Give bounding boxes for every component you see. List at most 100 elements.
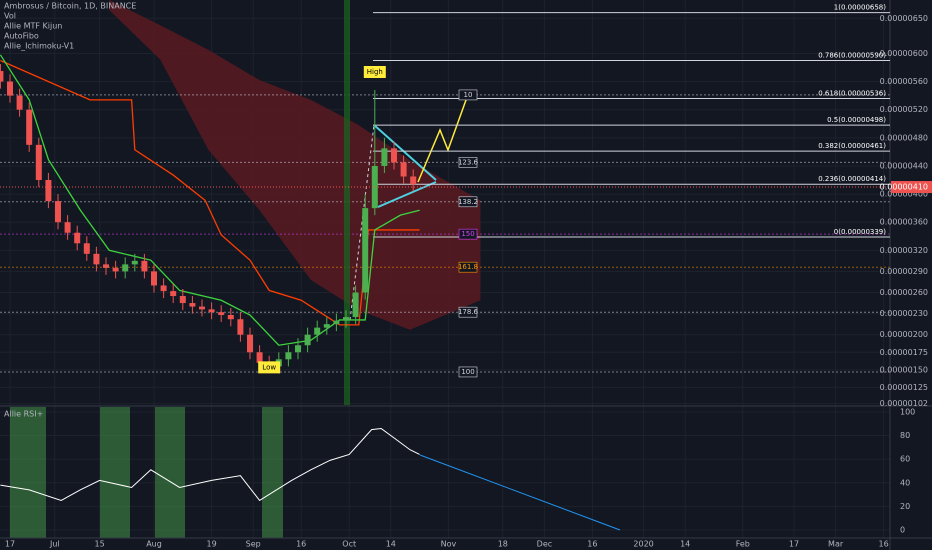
candle-body	[55, 201, 61, 223]
x-tick-label: Mar	[828, 540, 844, 549]
trend-line	[377, 181, 437, 208]
rsi-line	[0, 427, 420, 502]
last-price-label: 0.00000410	[880, 183, 928, 192]
x-tick-label: 15	[95, 540, 105, 549]
candle-body	[323, 324, 330, 328]
candle-body	[343, 317, 349, 321]
highlight-bar	[344, 0, 350, 405]
indicator-line	[0, 54, 420, 346]
rsi-title: Allie RSI+	[4, 410, 43, 419]
candle-body	[122, 264, 129, 272]
candle-body	[237, 319, 244, 335]
candle-body	[381, 148, 388, 166]
y-tick-label: 0.00000320	[880, 246, 928, 255]
extension-box	[458, 196, 478, 208]
ichimoku-cloud	[109, 0, 481, 330]
candle-body	[295, 345, 301, 353]
y-tick-label: 0.00000520	[880, 105, 928, 114]
drawings	[349, 99, 621, 531]
x-tick-label: 17	[789, 540, 799, 549]
candle-body	[189, 303, 196, 307]
fib-label: 0.618(0.00000536)	[818, 89, 886, 97]
candle-body	[26, 109, 33, 145]
y-tick-label: 0.00000290	[880, 267, 928, 276]
candle-body	[256, 352, 263, 363]
x-tick-label: Dec	[537, 540, 552, 549]
candle-body	[371, 165, 378, 209]
rsi-highlights	[10, 407, 283, 538]
last-price-tag	[891, 181, 932, 194]
candle-body	[333, 320, 340, 325]
extension-label: 138.2	[458, 198, 478, 206]
y-tick-label: 0.00000200	[880, 330, 928, 339]
candle-body	[304, 334, 311, 346]
candle-body	[160, 285, 167, 292]
x-tick-label: 16	[879, 540, 889, 549]
extension-label: 123.6	[458, 158, 479, 166]
y-tick-label: 0.00000360	[880, 218, 928, 227]
candle-body	[227, 315, 234, 320]
y-tick-label: 40	[900, 478, 910, 487]
indicator-name: Vol	[4, 12, 16, 21]
y-tick-label: 0.00000400	[880, 190, 928, 199]
y-tick-label: 0	[900, 525, 905, 534]
rsi-band	[10, 407, 46, 538]
rsi-trend	[419, 454, 621, 531]
marker-box	[363, 66, 386, 78]
y-tick-label: 60	[900, 455, 910, 464]
y-tick-label: 0.00000102	[880, 399, 928, 408]
marker-box	[258, 361, 281, 374]
x-tick-label: Sep	[246, 540, 261, 549]
fib-label: 0.382(0.00000461)	[818, 142, 886, 150]
extension-label: 161.8	[458, 263, 478, 271]
candle-body	[16, 95, 23, 110]
candle-body	[35, 144, 42, 180]
x-tick-label: Feb	[736, 540, 750, 549]
extension-box	[458, 261, 478, 273]
x-tick-label: 18	[498, 540, 508, 549]
x-tick-label: Oct	[342, 540, 356, 549]
fib-label: 0.236(0.00000414)	[818, 175, 886, 183]
candle-body	[7, 81, 13, 96]
candle-body	[314, 327, 321, 335]
y-tick-label: 0.00000150	[880, 365, 928, 374]
extension-label: 10	[464, 91, 473, 99]
indicator-name: Allie_Ichimoku-V1	[4, 42, 74, 51]
candle-body	[0, 71, 4, 82]
candle-body	[199, 306, 205, 310]
y-tick-label: 0.00000480	[880, 133, 928, 142]
candle-body	[218, 312, 225, 315]
y-tick-label: 0.00000600	[880, 49, 928, 58]
trend-line	[373, 124, 437, 181]
x-tick-label: 14	[386, 540, 396, 549]
extension-label: 100	[461, 368, 474, 376]
rsi-band	[100, 407, 130, 538]
rsi-band	[155, 407, 185, 538]
fib-label: 0(0.00000339)	[834, 228, 886, 236]
x-tick-label: Aug	[146, 540, 162, 549]
x-tick-label: 19	[207, 540, 217, 549]
y-tick-label: 0.00000125	[880, 383, 928, 392]
candle-body	[151, 271, 157, 286]
indicator-line	[0, 59, 420, 326]
fib-label: 1(0.00000658)	[834, 4, 886, 12]
x-tick-label: 16	[296, 540, 306, 549]
y-tick-label: 20	[900, 502, 910, 511]
candle-body	[247, 334, 253, 353]
candle-body	[400, 162, 407, 177]
extension-box	[458, 89, 478, 101]
candle-body	[112, 267, 119, 272]
candle-body	[93, 253, 100, 265]
extension-label: 150	[461, 230, 474, 238]
x-tick-label: Jul	[49, 540, 60, 549]
candle-body	[391, 148, 397, 163]
fib-label: 0.5(0.00000498)	[827, 116, 886, 124]
rsi-band	[262, 407, 283, 538]
x-tick-label: 16	[587, 540, 597, 549]
candle-body	[362, 208, 369, 293]
extension-box	[458, 366, 478, 378]
y-tick-label: 0.00000230	[880, 309, 928, 318]
y-tick-label: 0.00000650	[880, 14, 928, 23]
